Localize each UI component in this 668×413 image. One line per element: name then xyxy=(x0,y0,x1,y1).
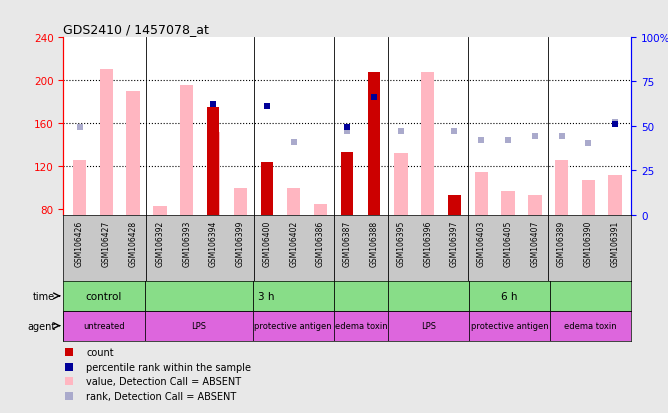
Text: edema toxin: edema toxin xyxy=(564,321,617,330)
Bar xyxy=(368,73,380,215)
Text: value, Detection Call = ABSENT: value, Detection Call = ABSENT xyxy=(86,376,241,386)
Text: GSM106388: GSM106388 xyxy=(369,221,379,266)
Text: 3 h: 3 h xyxy=(258,291,275,301)
Bar xyxy=(180,86,193,215)
Bar xyxy=(234,188,247,215)
Text: agent: agent xyxy=(27,321,55,331)
Text: GSM106396: GSM106396 xyxy=(424,221,432,267)
Text: time: time xyxy=(33,291,55,301)
Text: GSM106407: GSM106407 xyxy=(530,221,539,267)
Text: GSM106393: GSM106393 xyxy=(182,221,191,267)
Bar xyxy=(287,188,301,215)
Bar xyxy=(582,181,595,215)
Bar xyxy=(609,176,622,215)
Text: GSM106389: GSM106389 xyxy=(557,221,566,267)
Text: GSM106426: GSM106426 xyxy=(75,221,84,267)
Text: LPS: LPS xyxy=(421,321,436,330)
Text: percentile rank within the sample: percentile rank within the sample xyxy=(86,362,251,372)
Bar xyxy=(100,70,113,215)
Text: GSM106403: GSM106403 xyxy=(477,221,486,267)
Bar xyxy=(153,206,166,215)
Bar xyxy=(253,311,334,341)
Text: GSM106399: GSM106399 xyxy=(236,221,244,267)
Bar xyxy=(73,160,86,215)
Text: GSM106392: GSM106392 xyxy=(156,221,164,267)
Bar xyxy=(144,311,253,341)
Text: 6 h: 6 h xyxy=(502,291,518,301)
Bar xyxy=(341,153,353,215)
Text: GSM106391: GSM106391 xyxy=(611,221,620,267)
Text: GSM106402: GSM106402 xyxy=(289,221,299,267)
Bar xyxy=(63,311,144,341)
Text: GDS2410 / 1457078_at: GDS2410 / 1457078_at xyxy=(63,24,209,36)
Bar xyxy=(208,107,220,215)
Text: GSM106397: GSM106397 xyxy=(450,221,459,267)
Text: protective antigen: protective antigen xyxy=(255,321,332,330)
Text: GSM106386: GSM106386 xyxy=(316,221,325,267)
Bar xyxy=(126,91,140,215)
Text: GSM106395: GSM106395 xyxy=(396,221,405,267)
Text: GSM106405: GSM106405 xyxy=(504,221,512,267)
Text: GSM106428: GSM106428 xyxy=(129,221,138,266)
Bar xyxy=(555,160,568,215)
Text: control: control xyxy=(86,291,122,301)
Bar xyxy=(502,192,515,215)
Bar xyxy=(314,204,327,215)
Bar xyxy=(207,132,220,215)
Text: protective antigen: protective antigen xyxy=(471,321,548,330)
Text: GSM106427: GSM106427 xyxy=(102,221,111,267)
Bar xyxy=(421,73,434,215)
Text: GSM106400: GSM106400 xyxy=(263,221,271,267)
Bar xyxy=(334,311,388,341)
Bar xyxy=(394,154,407,215)
Text: GSM106394: GSM106394 xyxy=(209,221,218,267)
Text: rank, Detection Call = ABSENT: rank, Detection Call = ABSENT xyxy=(86,391,236,401)
Bar xyxy=(469,311,550,341)
Text: count: count xyxy=(86,347,114,357)
Text: edema toxin: edema toxin xyxy=(335,321,387,330)
Text: GSM106387: GSM106387 xyxy=(343,221,352,267)
Bar xyxy=(550,311,631,341)
Bar xyxy=(261,162,273,215)
Bar xyxy=(448,196,460,215)
Text: LPS: LPS xyxy=(191,321,206,330)
Bar xyxy=(474,172,488,215)
Text: untreated: untreated xyxy=(84,321,125,330)
Bar xyxy=(388,311,469,341)
Text: GSM106390: GSM106390 xyxy=(584,221,593,267)
Bar xyxy=(528,196,542,215)
